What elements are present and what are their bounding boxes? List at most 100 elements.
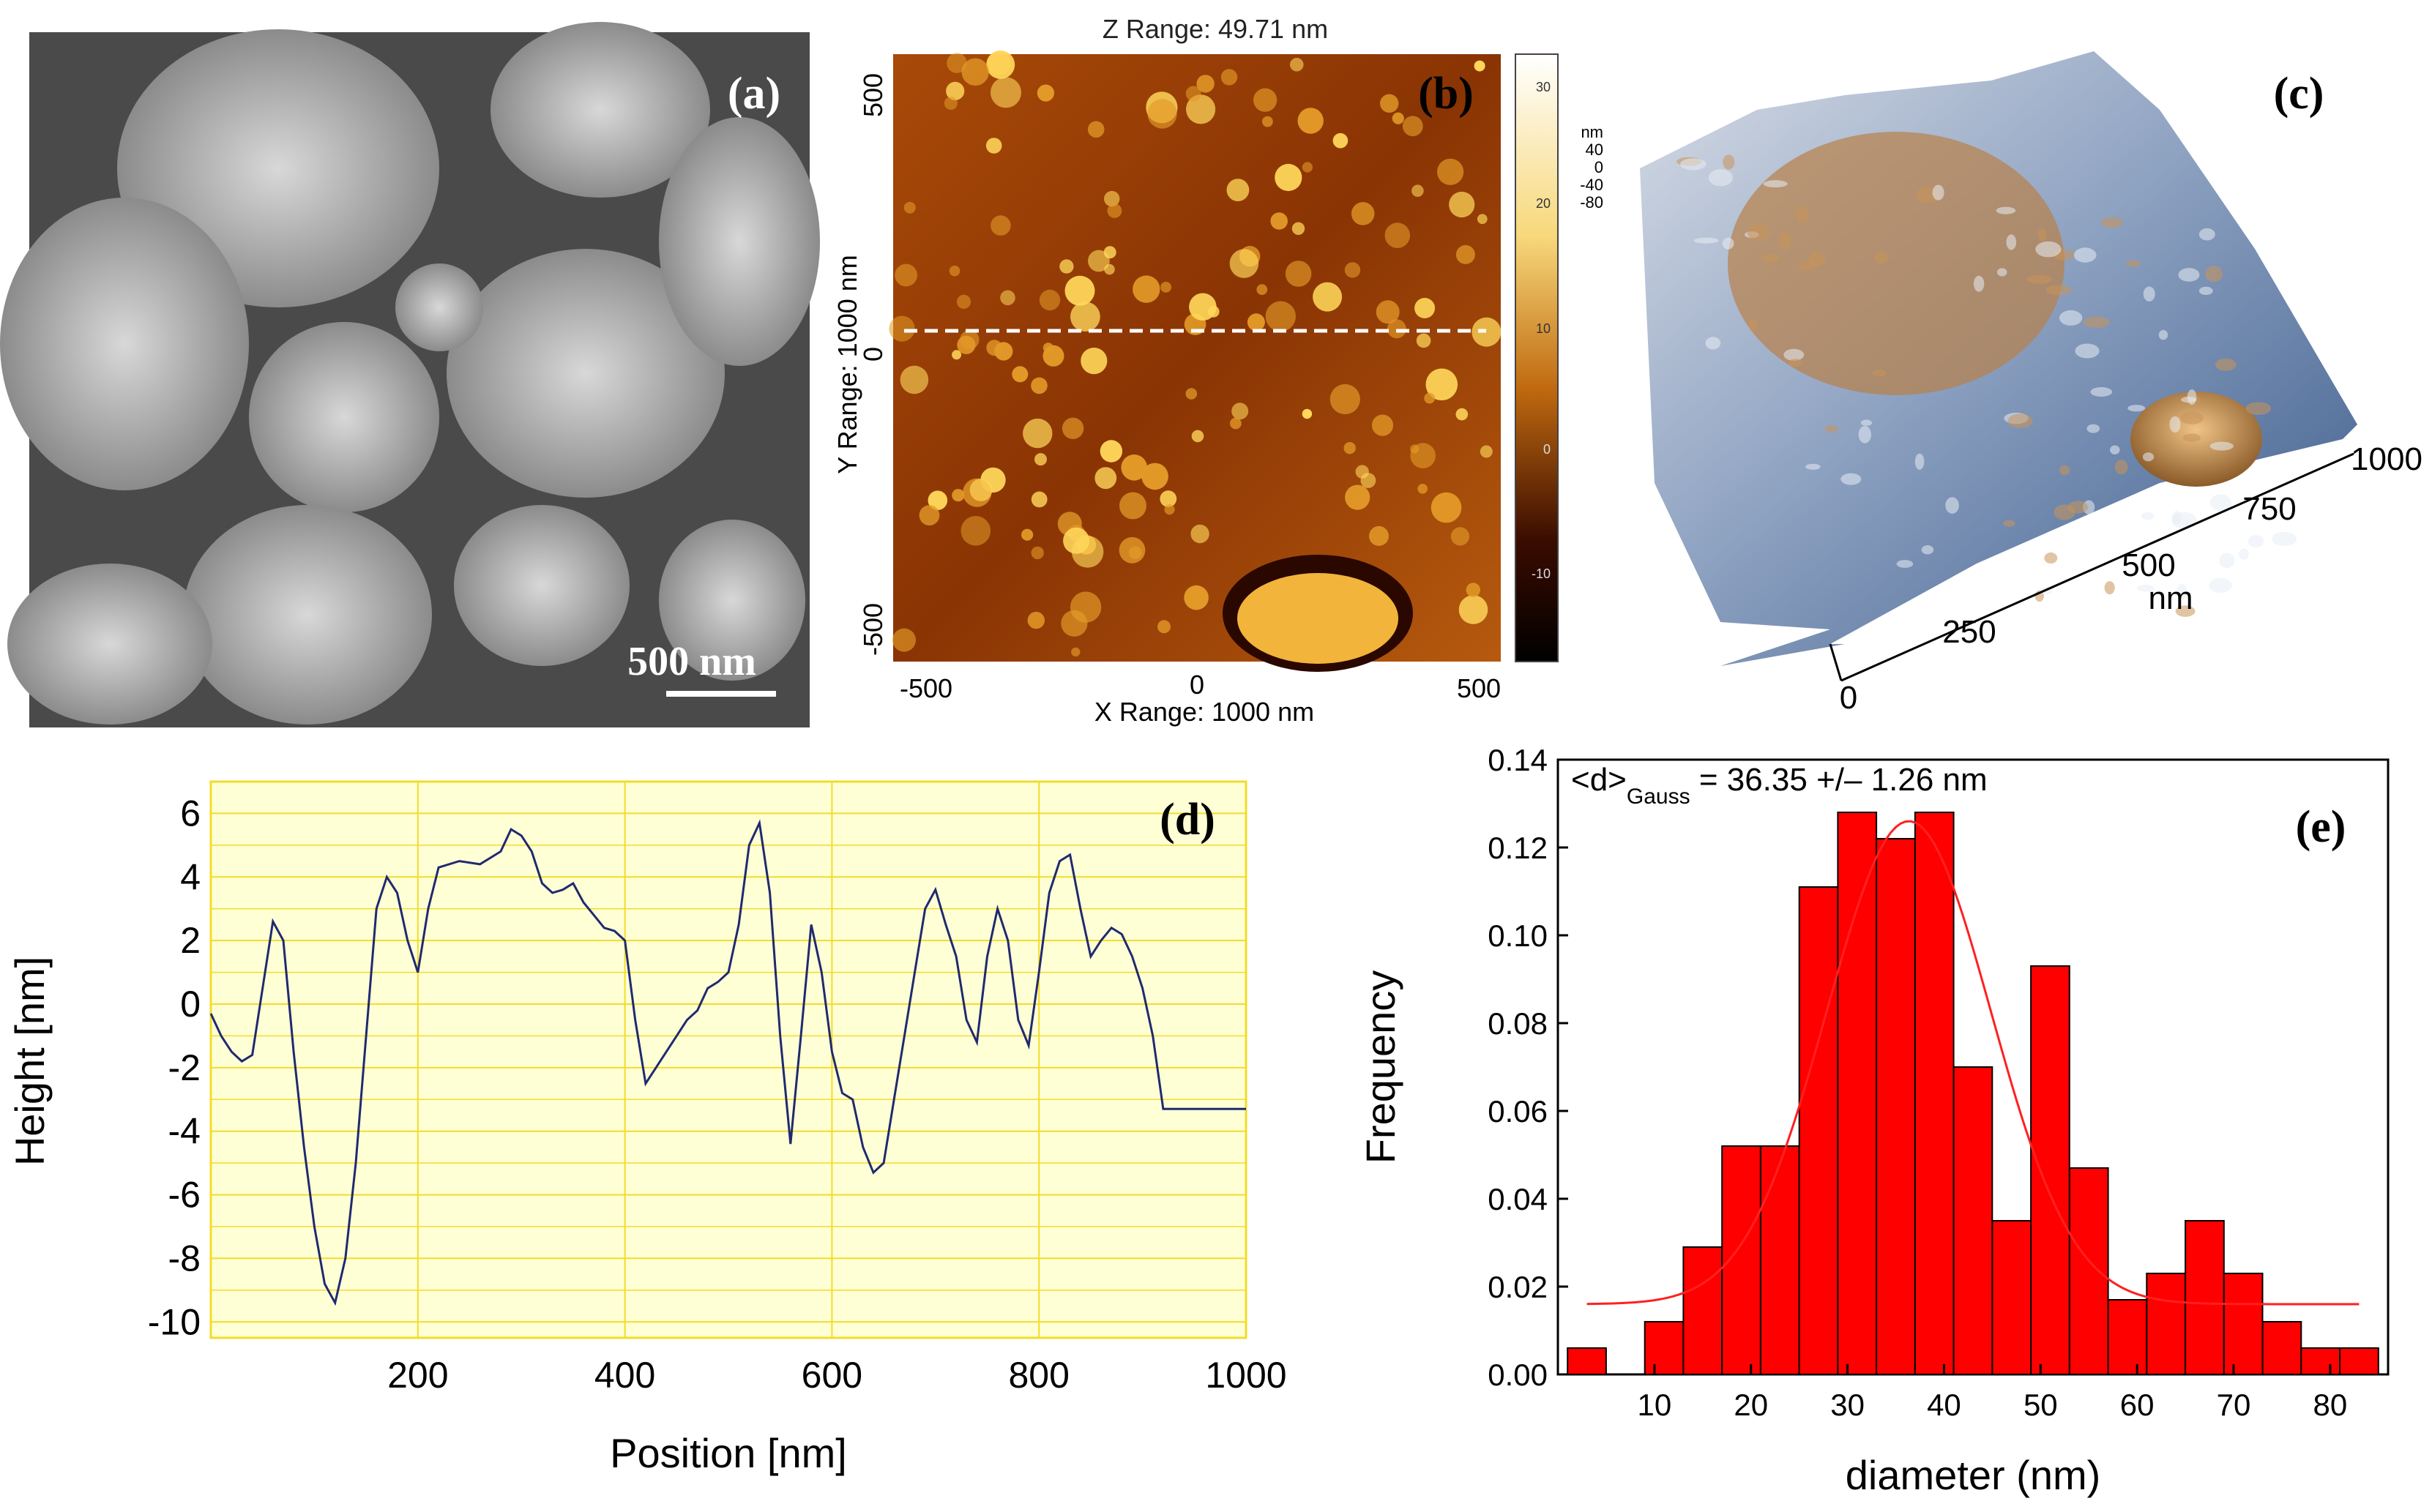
histogram-x-tick-label: 10	[1638, 1388, 1672, 1422]
afm-grain	[1157, 620, 1171, 634]
afm-grain	[1037, 84, 1054, 102]
afm-3d-bump	[1873, 251, 1889, 263]
afm-3d-x-tick-0: 0	[1840, 680, 1857, 716]
afm-grain	[1291, 222, 1305, 235]
profile-y-ticks: 6 4 2 0 -2 -4 -6 -8 -10	[148, 793, 201, 1342]
afm-3d-bump	[2141, 512, 2155, 520]
afm-3d-x-tick-1000: 1000	[2351, 441, 2422, 477]
afm-grain	[1031, 377, 1048, 394]
afm-3d-bump	[2075, 343, 2100, 359]
profile-y-tick-label: -6	[168, 1175, 201, 1216]
gauss-annotation-value: = 36.35 +/– 1.26 nm	[1690, 762, 1988, 798]
afm-3d-bump	[2169, 416, 2181, 433]
histogram-bar	[2300, 1347, 2341, 1375]
panel-label-b: (b)	[1418, 69, 1474, 119]
afm-3d-bump	[2219, 553, 2235, 569]
afm-3d-bump	[1805, 463, 1821, 470]
histogram-bar	[1682, 1246, 1723, 1375]
afm-height-map	[893, 54, 1501, 662]
profile-y-label: Height [nm]	[7, 957, 53, 1166]
afm-grain	[1133, 275, 1160, 303]
afm-3d-bump	[1795, 205, 1809, 223]
afm-3d-bump	[1722, 237, 1734, 250]
histogram-bar	[2068, 1167, 2109, 1375]
afm-grain	[1302, 408, 1313, 419]
colorbar-tick-neg10: -10	[1532, 566, 1551, 581]
afm-grain	[1226, 179, 1250, 201]
histogram-bar	[1837, 812, 1878, 1375]
afm-3d-bump	[1788, 359, 1802, 367]
afm-3d-z-axis	[1829, 643, 1843, 681]
histogram-x-tick-label: 50	[2023, 1388, 2058, 1422]
afm-3d-bump	[2137, 585, 2155, 592]
afm-grain	[1012, 366, 1029, 383]
histogram-y-tick-label: 0.04	[1488, 1182, 1548, 1216]
profile-y-tick-label: -10	[148, 1301, 201, 1342]
afm-grain	[1031, 546, 1044, 560]
histogram-bar	[2030, 965, 2070, 1375]
afm-grain	[1220, 69, 1238, 86]
afm-3d-bump	[1896, 560, 1914, 568]
afm-3d-bump	[2104, 581, 2115, 595]
afm-grain	[1410, 443, 1436, 468]
afm-3d-bump	[1723, 154, 1735, 170]
afm-grain	[991, 77, 1021, 108]
afm-3d-bump	[2142, 452, 2155, 462]
afm-grain	[1474, 60, 1485, 72]
afm-grain	[895, 263, 917, 287]
histogram-x-tick-label: 60	[2120, 1388, 2155, 1422]
scale-bar-label: 500 nm	[627, 639, 756, 684]
afm-3d-bump	[2209, 441, 2234, 451]
afm-3d-bump	[2073, 247, 2097, 263]
afm-grain	[991, 215, 1011, 236]
histogram-y-tick-label: 0.08	[1488, 1006, 1548, 1041]
afm-3d-x-unit: nm	[2148, 580, 2193, 616]
panel-a: (a) 500 nm	[0, 22, 820, 727]
colorbar-tick-10: 10	[1536, 321, 1551, 336]
afm-grain	[1329, 383, 1360, 415]
afm-grain	[956, 294, 971, 309]
histogram-bar	[1798, 886, 1839, 1375]
afm-3d-bump	[1824, 425, 1838, 433]
afm-grain	[986, 50, 1015, 79]
afm-grain	[1290, 58, 1304, 72]
afm-grain	[1265, 301, 1297, 332]
afm-grain	[952, 350, 962, 360]
afm-grain	[1275, 163, 1302, 192]
histogram-bar	[1644, 1321, 1685, 1375]
afm-x-label: X Range: 1000 nm	[1094, 697, 1314, 727]
afm-3d-x-tick-250: 250	[1942, 614, 1996, 650]
histogram-x-tick-label: 30	[1830, 1388, 1865, 1422]
histogram-x-tick-label: 80	[2313, 1388, 2348, 1422]
afm-grain	[1302, 162, 1313, 173]
afm-3d-bump	[2239, 548, 2249, 560]
histogram-bar	[2107, 1299, 2148, 1375]
afm-3d-bump	[2114, 460, 2128, 475]
profile-x-tick-label: 200	[387, 1355, 448, 1396]
histogram-y-tick-label: 0.12	[1488, 831, 1548, 865]
profile-x-tick-label: 600	[802, 1355, 862, 1396]
afm-3d-z-tick-neg80: -80	[1580, 193, 1603, 212]
afm-x-tick-neg500: -500	[900, 673, 952, 703]
afm-y-tick-0: 0	[858, 347, 888, 362]
histogram-x-label: diameter (nm)	[1846, 1452, 2101, 1498]
afm-grain	[1344, 262, 1361, 278]
afm-grain	[1000, 290, 1015, 306]
afm-3d-particle-main	[1728, 132, 2064, 395]
histogram-bar	[1567, 1347, 1607, 1375]
afm-grain	[1380, 94, 1399, 113]
afm-grain	[1031, 491, 1048, 508]
afm-grain	[1387, 319, 1406, 339]
afm-3d-bump	[2110, 445, 2120, 454]
afm-grain	[1059, 259, 1074, 274]
afm-3d-bump	[2205, 266, 2223, 282]
afm-grain	[946, 81, 965, 100]
histogram-y-tick-label: 0.10	[1488, 918, 1548, 953]
histogram-bar	[2146, 1273, 2187, 1375]
afm-grain	[1431, 492, 1462, 523]
afm-grain	[1262, 116, 1273, 127]
afm-grain	[900, 365, 929, 394]
afm-grain	[947, 53, 967, 73]
histogram-bar	[1759, 1145, 1800, 1375]
afm-3d-bump	[2178, 268, 2200, 282]
